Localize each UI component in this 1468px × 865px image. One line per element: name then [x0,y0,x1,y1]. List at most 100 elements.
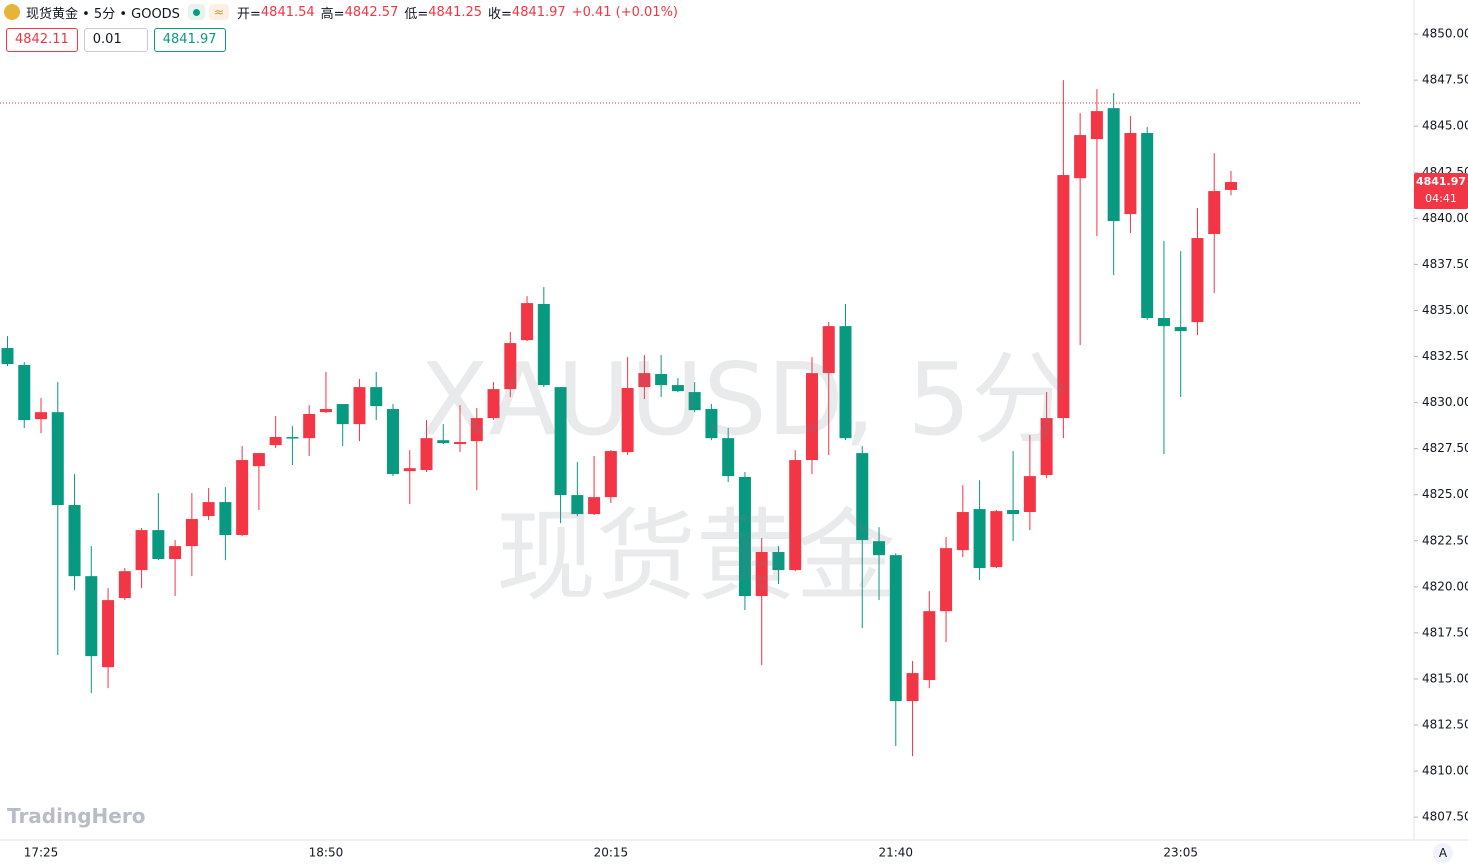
candle-body [588,497,601,515]
ohlc-value: 4841.54 [260,4,315,20]
header: 现货黄金 • 5分 • GOODS ≈ 开= 4841.54 高= 4842.57 … [4,2,678,22]
candle-body [336,404,349,425]
candle-body [1,348,14,365]
logo: TradingHero [7,804,146,828]
candle-body [1074,135,1087,179]
candle-body [772,552,785,571]
ohlc-label: 收= [488,6,512,22]
candle-body [940,548,953,612]
candle-body [889,555,902,702]
candle-body [638,373,651,388]
candle-body [152,530,165,560]
candle-body [1107,108,1120,222]
candle-body [1040,418,1053,475]
candle-body [487,389,500,419]
y-tick-label: 4817.50 [1422,625,1468,639]
candle-body [85,576,98,657]
candle-body [470,418,483,442]
candle-body [1157,318,1170,327]
x-tick-label: 21:40 [878,846,913,860]
candle-body [35,412,48,420]
y-tick-label: 4827.50 [1422,441,1468,455]
candle-body [839,326,852,439]
candle-body [822,326,835,374]
change: +0.41 (+0.01%) [571,4,678,20]
candle-body [521,303,534,341]
candle-body [303,414,316,439]
candle-body [537,304,550,386]
candle-body [403,468,416,472]
candle-body [353,387,366,425]
candle-body [722,438,735,477]
y-tick-label: 4830.00 [1422,395,1468,409]
y-tick-label: 4832.50 [1422,349,1468,363]
countdown: 04:41 [1425,192,1457,205]
ohlc-label: 高= [320,6,345,22]
x-tick-label: 17:25 [24,846,59,860]
candle-body [1141,133,1154,319]
y-tick-label: 4822.50 [1422,533,1468,547]
candle-body [789,460,802,571]
sell-price[interactable]: 4842.11 [6,28,78,52]
candle-body [252,453,265,467]
candle-body [873,541,886,556]
candle-body [571,495,584,515]
ohlc-label: 低= [404,6,429,22]
candle-body [671,385,684,392]
candle-body [906,673,919,702]
y-tick-label: 4825.00 [1422,487,1468,501]
candle-body [437,440,450,444]
candle-body [1057,175,1070,419]
candle-body [705,409,718,439]
trade-panel: 4842.11 0.01 4841.97 [6,28,226,52]
candle-body [990,511,1003,568]
candle-body [923,611,936,681]
candle-body [655,374,668,386]
candle-body [956,512,969,551]
x-tick-label: 23:05 [1163,846,1198,860]
candle-body [118,571,131,599]
candle-body [755,552,768,597]
candle-body [1208,191,1221,234]
candle-body [604,451,617,498]
status-badge [187,4,205,20]
y-tick-label: 4810.00 [1422,764,1468,778]
y-tick-label: 4820.00 [1422,579,1468,593]
candle-body [135,530,148,571]
y-tick-label: 4807.50 [1422,810,1468,824]
candle-body [286,437,299,439]
candle-body [420,438,433,471]
y-tick-label: 4835.00 [1422,303,1468,317]
candle-body [738,477,751,597]
ohlc-value: 4841.25 [428,4,483,20]
symbol-icon [4,4,20,20]
candle-body [1124,133,1137,215]
candle-body [973,509,986,569]
candle-body [1191,238,1204,323]
candle-body [236,460,249,536]
candle-body [688,392,701,411]
y-tick-label: 4847.50 [1422,73,1468,87]
candle-body [454,442,467,445]
candle-body [1090,111,1103,140]
candle-body [169,546,182,560]
y-tick-label: 4845.00 [1422,119,1468,133]
y-tick-label: 4837.50 [1422,257,1468,271]
candle-body [856,453,869,541]
candle-body [805,373,818,461]
candle-body [370,387,383,407]
candle-body [621,388,634,453]
candle-body [386,409,399,475]
candle-body [219,502,232,536]
ohlc-label: 开= [237,6,261,22]
candle-body [68,505,81,577]
watermark: 现货黄金 [496,498,896,615]
buy-price[interactable]: 4841.97 [153,28,226,52]
candle-body [102,600,115,668]
candle-body [554,387,567,496]
auto-scale-button[interactable]: A [1433,843,1453,863]
market-badge: ≈ [208,4,229,20]
candle-body [1174,327,1187,332]
